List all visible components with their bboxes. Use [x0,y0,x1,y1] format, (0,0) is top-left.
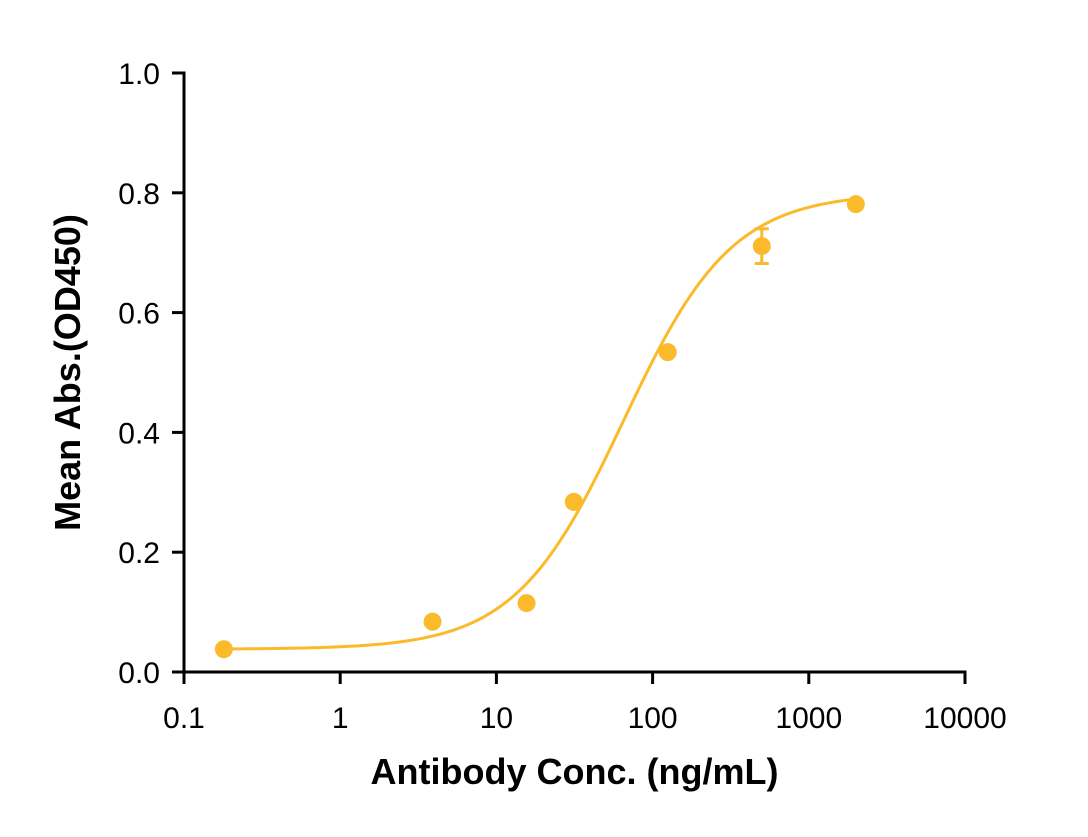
y-tick-label: 0.6 [118,298,160,331]
x-tick-label: 1000 [775,702,842,735]
ticks: 0.0 0.2 0.4 0.6 0.8 1.0 0.1 1 10 100 1000 10000 [118,58,1006,735]
axes [182,71,967,674]
data-point [564,492,583,511]
y-tick-label: 1.0 [118,58,160,91]
data-point [658,343,677,362]
y-tick-label: 0.0 [118,657,160,690]
x-tick-label: 10000 [923,702,1006,735]
data-point [517,594,536,613]
x-tick-label: 1 [332,702,349,735]
y-tick-label: 0.4 [118,417,160,450]
x-tick-label: 100 [628,702,678,735]
y-axis-title: Mean Abs.(OD450) [47,214,88,531]
x-tick-label: 10 [480,702,513,735]
y-tick-label: 0.2 [118,537,160,570]
data-point [214,640,233,659]
x-tick-label: 0.1 [163,702,205,735]
data-point [846,195,865,214]
x-axis-title: Antibody Conc. (ng/mL) [371,751,779,792]
y-tick-label: 0.8 [118,178,160,211]
data-point [423,612,442,631]
data-point [752,237,771,256]
fit-curve [223,197,856,651]
plot-area [214,195,865,659]
